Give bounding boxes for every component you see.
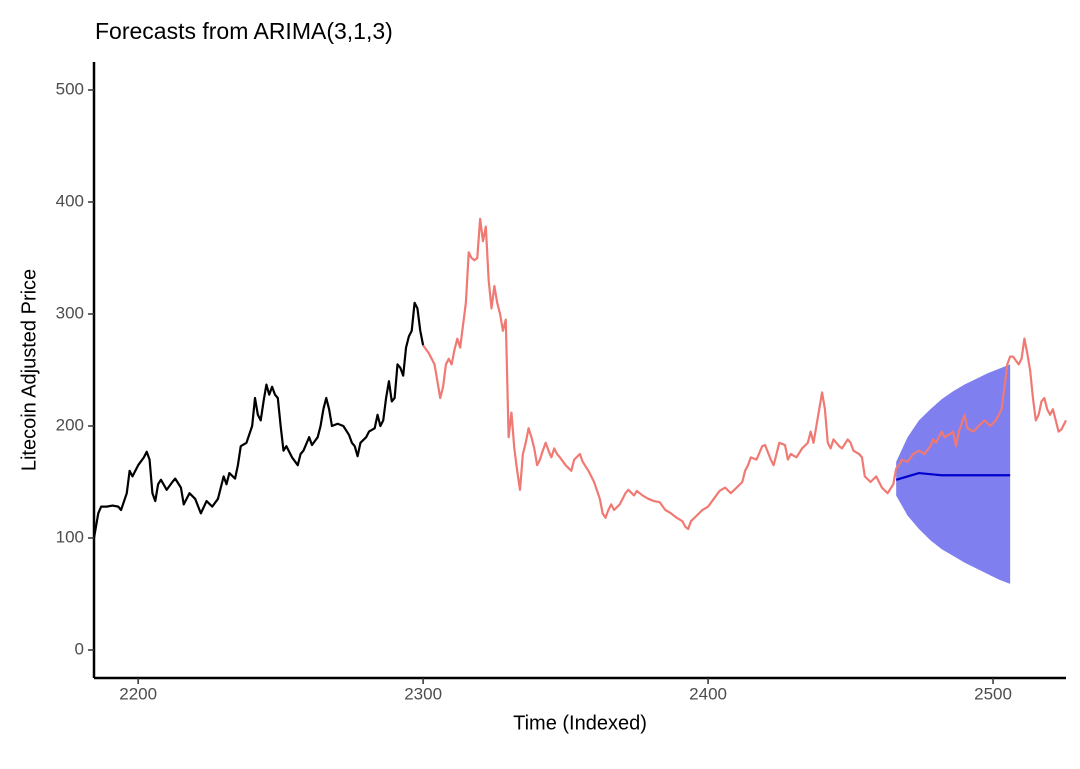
y-tick-label: 0 bbox=[75, 639, 84, 658]
x-tick-label: 2300 bbox=[404, 684, 442, 703]
x-tick-label: 2400 bbox=[689, 684, 727, 703]
y-tick-label: 100 bbox=[56, 527, 84, 546]
series-line bbox=[895, 471, 1011, 481]
y-tick-label: 300 bbox=[56, 303, 84, 322]
x-tick-label: 2200 bbox=[119, 684, 157, 703]
y-tick-label: 200 bbox=[56, 415, 84, 434]
chart-title: Forecasts from ARIMA(3,1,3) bbox=[95, 18, 393, 44]
y-tick-label: 400 bbox=[56, 191, 84, 210]
y-axis-title: Litecoin Adjusted Price bbox=[18, 269, 40, 471]
series-line bbox=[92, 301, 425, 539]
y-tick-label: 500 bbox=[56, 79, 84, 98]
x-tick-label: 2500 bbox=[974, 684, 1012, 703]
x-axis-title: Time (Indexed) bbox=[513, 712, 647, 734]
series-line bbox=[422, 217, 1067, 531]
prediction-interval bbox=[896, 364, 1011, 584]
